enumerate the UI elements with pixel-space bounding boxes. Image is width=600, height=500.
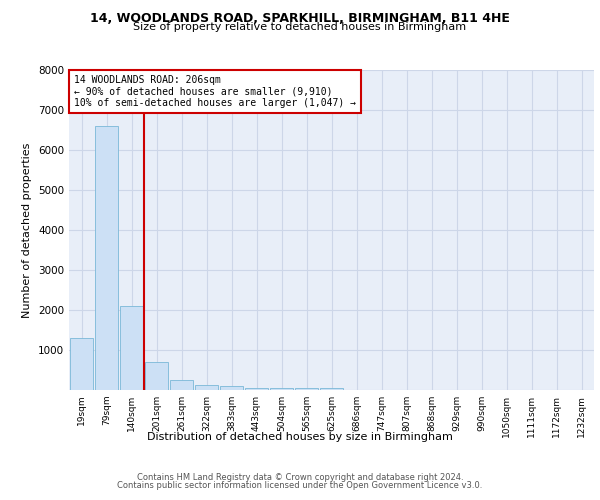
Bar	[220, 386, 243, 390]
Bar	[320, 388, 343, 390]
Bar	[170, 380, 193, 390]
Text: Size of property relative to detached houses in Birmingham: Size of property relative to detached ho…	[133, 22, 467, 32]
Bar	[120, 306, 143, 390]
Bar	[145, 362, 168, 390]
Bar	[245, 388, 268, 390]
Text: 14, WOODLANDS ROAD, SPARKHILL, BIRMINGHAM, B11 4HE: 14, WOODLANDS ROAD, SPARKHILL, BIRMINGHA…	[90, 12, 510, 26]
Bar	[195, 385, 218, 390]
Text: Distribution of detached houses by size in Birmingham: Distribution of detached houses by size …	[147, 432, 453, 442]
Bar	[295, 388, 318, 390]
Bar	[270, 388, 293, 390]
Text: 14 WOODLANDS ROAD: 206sqm
← 90% of detached houses are smaller (9,910)
10% of se: 14 WOODLANDS ROAD: 206sqm ← 90% of detac…	[74, 75, 356, 108]
Text: Contains HM Land Registry data © Crown copyright and database right 2024.: Contains HM Land Registry data © Crown c…	[137, 472, 463, 482]
Bar	[95, 126, 118, 390]
Text: Contains public sector information licensed under the Open Government Licence v3: Contains public sector information licen…	[118, 481, 482, 490]
Y-axis label: Number of detached properties: Number of detached properties	[22, 142, 32, 318]
Bar	[70, 338, 93, 390]
